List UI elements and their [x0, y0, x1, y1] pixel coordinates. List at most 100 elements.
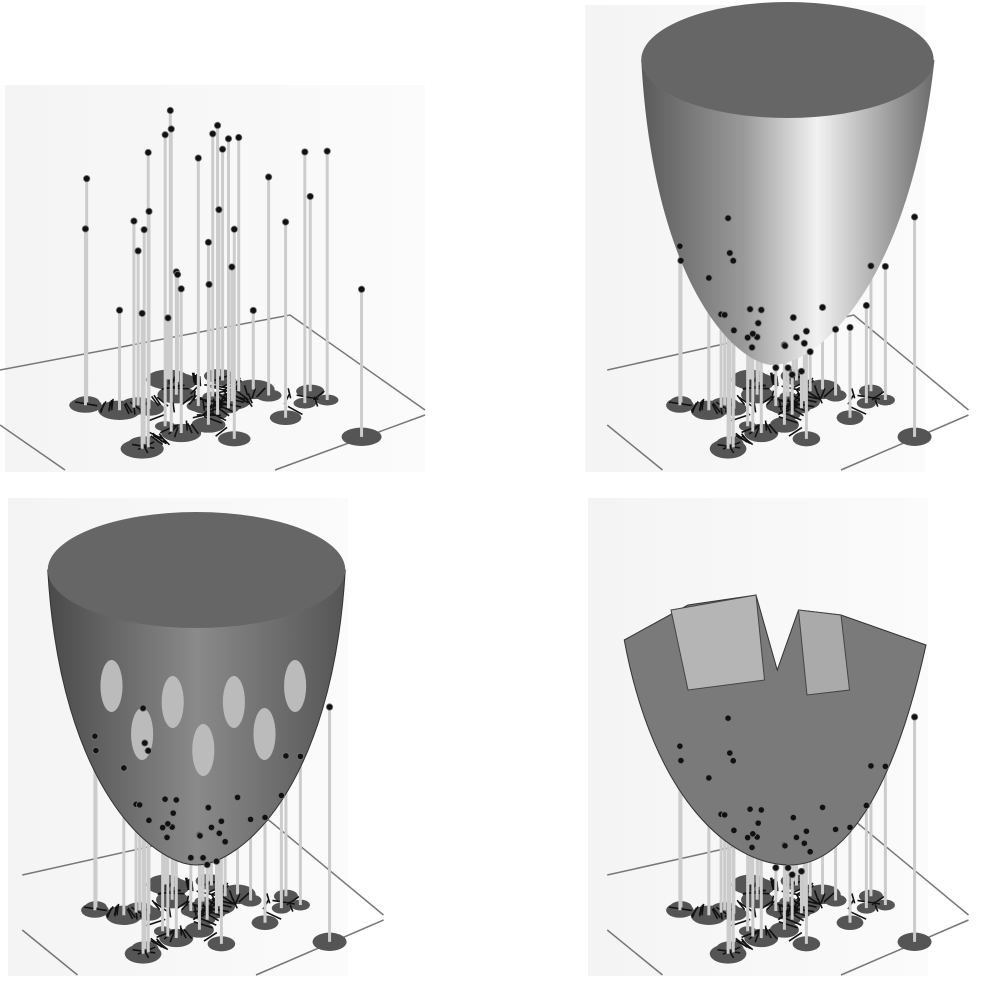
sample-point	[262, 814, 268, 820]
sample-point	[121, 765, 127, 771]
sample-point	[868, 263, 874, 269]
cell-patch	[192, 724, 214, 776]
sample-point	[790, 814, 796, 820]
sample-point	[721, 812, 727, 818]
sample-point	[139, 310, 145, 316]
sample-point	[250, 307, 256, 313]
paraboloid-cap	[48, 512, 346, 628]
cell-patch	[162, 676, 184, 728]
sample-point	[283, 753, 289, 759]
sample-point	[92, 733, 98, 739]
sample-point	[282, 219, 288, 225]
sample-point	[847, 824, 853, 830]
sample-point	[231, 226, 237, 232]
sample-point	[170, 810, 176, 816]
sample-point	[677, 243, 683, 249]
sample-point	[225, 136, 231, 142]
sample-point	[229, 264, 235, 270]
sample-point	[174, 271, 180, 277]
sample-point	[83, 175, 89, 181]
facet	[799, 610, 850, 695]
sample-point	[868, 763, 874, 769]
sample-point	[727, 250, 733, 256]
sample-point	[236, 134, 242, 140]
sample-point	[819, 304, 825, 310]
sample-point	[205, 804, 211, 810]
sample-point	[210, 131, 216, 137]
sample-point	[789, 371, 795, 377]
sample-point	[793, 834, 799, 840]
sample-point	[213, 858, 219, 864]
sample-point	[863, 802, 869, 808]
sample-point	[773, 365, 779, 371]
sample-point	[165, 315, 171, 321]
sample-point	[200, 855, 206, 861]
sample-point	[863, 302, 869, 308]
sample-point	[747, 806, 753, 812]
sample-point	[725, 215, 731, 221]
sample-point	[219, 146, 225, 152]
sample-point	[807, 849, 813, 855]
sample-point	[911, 214, 917, 220]
sample-point	[188, 855, 194, 861]
sample-point	[131, 218, 137, 224]
sample-point	[173, 797, 179, 803]
sample-point	[136, 802, 142, 808]
sample-point	[326, 704, 332, 710]
sample-point	[730, 758, 736, 764]
sample-point	[803, 828, 809, 834]
sample-point	[847, 324, 853, 330]
sample-point	[324, 148, 330, 154]
sample-point	[819, 804, 825, 810]
sample-point	[758, 807, 764, 813]
sample-point	[782, 343, 788, 349]
sample-point	[678, 257, 684, 263]
sample-point	[782, 843, 788, 849]
sample-point	[247, 816, 253, 822]
sample-point	[222, 839, 228, 845]
sample-point	[911, 714, 917, 720]
figure	[0, 0, 997, 981]
sample-point	[785, 865, 791, 871]
sample-point	[677, 743, 683, 749]
sample-point	[801, 340, 807, 346]
sample-point	[167, 107, 173, 113]
sample-point	[789, 871, 795, 877]
sample-point	[164, 834, 170, 840]
sample-point	[195, 155, 201, 161]
sample-point	[678, 757, 684, 763]
sample-point	[747, 306, 753, 312]
sample-point	[208, 824, 214, 830]
sample-point	[162, 132, 168, 138]
sample-point	[758, 307, 764, 313]
sample-point	[197, 833, 203, 839]
sample-point	[725, 715, 731, 721]
sample-point	[140, 705, 146, 711]
sample-point	[218, 818, 224, 824]
voronoi-edge	[188, 880, 189, 890]
sample-point	[793, 334, 799, 340]
sample-point	[882, 763, 888, 769]
sample-point	[146, 817, 152, 823]
sample-point	[82, 226, 88, 232]
sample-point	[204, 861, 210, 867]
voronoi-edge	[186, 421, 187, 431]
sample-point	[803, 328, 809, 334]
sample-point	[807, 349, 813, 355]
sample-point	[721, 312, 727, 318]
sample-point	[297, 753, 303, 759]
sample-point	[214, 122, 220, 128]
sample-point	[165, 821, 171, 827]
voronoi-edge	[773, 375, 774, 385]
sample-point	[773, 865, 779, 871]
sample-point	[755, 320, 761, 326]
sample-point	[832, 826, 838, 832]
sample-point	[216, 830, 222, 836]
sample-point	[162, 796, 168, 802]
sample-point	[749, 844, 755, 850]
cell-patch	[100, 660, 122, 712]
cell-patch	[223, 676, 245, 728]
facet	[671, 595, 765, 690]
sample-point	[731, 327, 737, 333]
sample-point	[116, 307, 122, 313]
